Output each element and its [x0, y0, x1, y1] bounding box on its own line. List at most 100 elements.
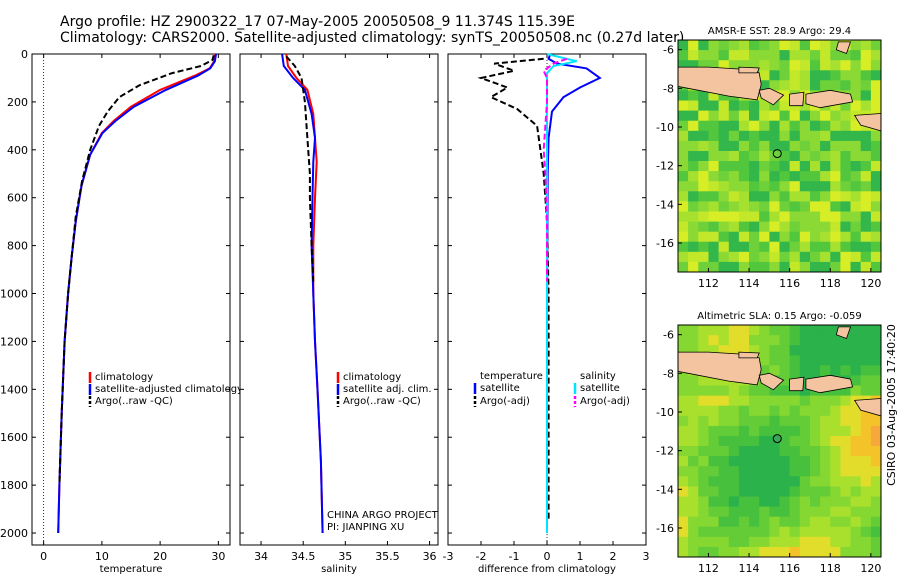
map-cell [738, 486, 750, 498]
map-cell [789, 425, 801, 437]
y-tick-label: 0 [21, 48, 28, 61]
map-cell [840, 506, 852, 518]
map-cell [820, 476, 831, 487]
map-cell [820, 161, 831, 172]
map-y-tick-label: -6 [663, 44, 674, 57]
map-cell [860, 496, 872, 508]
map-cell [870, 221, 881, 233]
map-cell [749, 251, 760, 263]
map-cell [779, 385, 791, 397]
map-cell [799, 425, 811, 437]
map-cell [759, 486, 770, 498]
map-cell [728, 50, 740, 61]
map-cell [759, 365, 770, 376]
map-cell [830, 355, 842, 366]
y-tick-label: 1000 [0, 288, 28, 301]
map-cell [870, 171, 881, 182]
map-cell [708, 40, 720, 51]
map-cell [870, 261, 881, 272]
map-cell [830, 191, 842, 202]
series-line-argo-raw-qc- [58, 54, 215, 486]
map-cell [678, 335, 689, 346]
map-cell [759, 100, 770, 112]
map-cell [698, 546, 710, 557]
map-cell [678, 325, 689, 336]
map-cell [738, 261, 750, 272]
map-cell [688, 221, 699, 233]
map-cell [698, 496, 710, 508]
map-cell [759, 425, 770, 437]
map-cell [820, 486, 831, 498]
map-cell [779, 241, 791, 253]
map-cell [718, 546, 730, 557]
map-cell [728, 486, 740, 498]
y-tick-label: 800 [7, 240, 28, 253]
map-cell [789, 211, 801, 223]
map-cell [830, 405, 842, 417]
map-cell [688, 516, 699, 528]
map-cell [698, 40, 710, 51]
map-cell [810, 335, 821, 346]
map-frame [677, 324, 882, 558]
map-cell [799, 536, 811, 548]
map-cell [728, 231, 740, 243]
map-cell [840, 395, 852, 407]
map-cell [749, 231, 760, 243]
map-cell [749, 446, 760, 457]
map-cell [678, 536, 689, 548]
map-cell [749, 40, 760, 51]
map-cell [820, 496, 831, 508]
map-cell [799, 385, 811, 397]
map-cell [870, 436, 881, 447]
map-cell [860, 130, 872, 142]
map-cell [708, 201, 720, 213]
map-cell [840, 486, 852, 498]
map-cell [789, 415, 801, 427]
map-cell [718, 385, 730, 397]
map-cell [840, 100, 852, 112]
map-cell [850, 405, 862, 417]
map-cell [799, 241, 811, 253]
map-cell [688, 486, 699, 498]
map-cell [860, 231, 872, 243]
map-cell [738, 191, 750, 202]
map-cell [698, 161, 710, 172]
map-cell [698, 436, 710, 447]
land-polygon [789, 376, 805, 392]
map-cell [738, 516, 750, 528]
map-cell [830, 486, 842, 498]
map-cell [779, 100, 791, 112]
series-line-satellite-adjusted-climatology [57, 53, 217, 534]
map-cell [799, 355, 811, 366]
map-cell [749, 211, 760, 223]
legend-label: Argo(..raw -QC) [95, 396, 173, 407]
map-cell [799, 201, 811, 213]
map-cell [718, 325, 730, 336]
map-cell [678, 345, 689, 356]
map-cell [870, 446, 881, 457]
map-cell [840, 345, 852, 356]
map-cell [718, 231, 730, 243]
map-cell [789, 506, 801, 518]
map-cell [718, 90, 730, 102]
land-polygon [805, 374, 854, 394]
map-cell [759, 516, 770, 528]
map-cell [769, 171, 781, 182]
map-cell [718, 395, 730, 407]
map-cell [850, 355, 862, 366]
map-cell [688, 546, 699, 557]
map-cell [698, 536, 710, 548]
map-cell [678, 50, 689, 61]
map-title: AMSR-E SST: 28.9 Argo: 29.4 [708, 26, 851, 37]
map-cell [769, 50, 781, 61]
land-polygon [678, 66, 762, 101]
map-cell [759, 395, 770, 407]
panel-frame-temperature [31, 53, 231, 546]
map-cell [840, 516, 852, 528]
map-cell [850, 70, 862, 81]
map-cell [759, 50, 770, 61]
map-cell [678, 221, 689, 233]
map-cell [708, 436, 720, 447]
map-cell [749, 171, 760, 182]
map-cell [870, 251, 881, 263]
